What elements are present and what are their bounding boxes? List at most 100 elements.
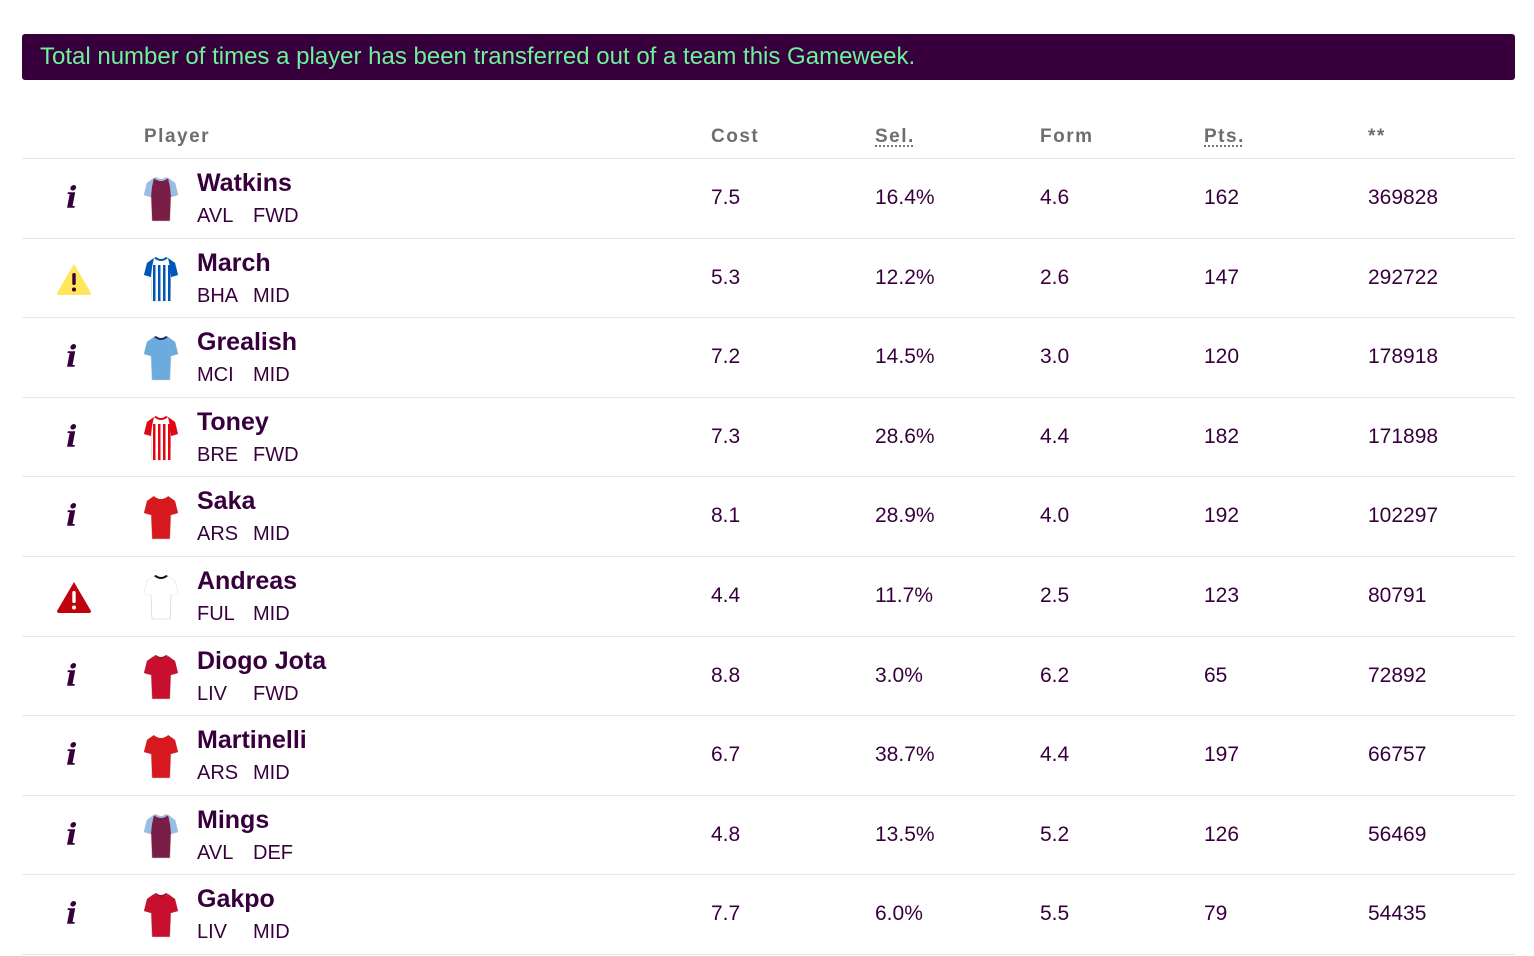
player-name[interactable]: Watkins [197,169,292,197]
player-team: BRE [197,443,239,466]
form-cell: 4.6 [1040,186,1070,209]
info-icon: i [66,181,78,216]
player-name[interactable]: Toney [197,407,269,436]
player-status-button[interactable]: i [56,818,92,854]
player-status-button[interactable]: i [56,420,92,456]
player-name[interactable]: Grealish [197,328,298,357]
team-shirt-icon [143,732,179,780]
cost-cell: 7.5 [711,186,741,209]
table-row[interactable]: March BHA MID 5.3 12.2% 2.6 147 292722 [22,239,1515,319]
form-cell: 5.5 [1040,902,1070,926]
player-position: MID [253,364,290,387]
cost-cell: 5.3 [711,265,741,289]
transfers-out-cell: 54435 [1368,902,1427,926]
info-banner: Total number of times a player has been … [22,34,1515,80]
transfers-out-cell: 72892 [1368,663,1427,687]
table-row[interactable]: i Gakpo LIV MID 7.7 6.0% 5.5 79 54435 [22,875,1515,955]
selected-cell: 11.7% [875,583,933,607]
player-team: LIV [197,921,228,944]
team-shirt-icon [143,414,179,462]
player-name[interactable]: Saka [197,487,256,516]
info-icon: i [66,499,78,535]
player-position: MID [253,602,290,625]
transfers-out-cell: 80791 [1368,583,1427,607]
form-cell: 4.0 [1040,504,1070,528]
player-status-button[interactable]: i [56,340,92,376]
player-status-button[interactable] [56,579,92,615]
player-status-button[interactable]: i [56,659,92,695]
player-team: AVL [197,205,234,227]
info-icon: i [66,817,78,853]
points-cell: 182 [1204,424,1240,448]
table-row[interactable]: i Diogo Jota LIV FWD 8.8 3.0% 6.2 65 728… [22,637,1515,717]
player-status-button[interactable] [56,261,92,297]
header-transfers[interactable]: ** [1368,126,1386,147]
table-row[interactable]: i Mings AVL DEF 4.8 13.5% 5.2 126 56469 [22,796,1515,876]
points-cell: 120 [1204,345,1240,369]
player-position: MID [253,284,290,307]
table-row[interactable]: i Martinelli ARS MID 6.7 38.7% 4.4 197 6… [22,716,1515,796]
player-team: MCI [197,364,234,387]
table-header: Player Cost Sel. Form Pts. ** [22,112,1515,159]
form-cell: 4.4 [1040,743,1070,767]
transfers-out-cell: 102297 [1368,504,1439,528]
cost-cell: 7.7 [711,902,741,926]
player-name[interactable]: Gakpo [197,885,275,914]
selected-cell: 14.5% [875,345,935,369]
player-status-button[interactable]: i [56,181,92,217]
player-name[interactable]: Andreas [197,566,298,595]
player-name[interactable]: Diogo Jota [197,646,327,675]
table-body: i Watkins AVL FWD 7.5 16.4% 4.6 162 3698… [22,159,1515,955]
table-row[interactable]: i Toney BRE FWD 7.3 28.6% 4.4 182 171898 [22,398,1515,478]
table-row[interactable]: i Saka ARS MID 8.1 28.9% 4.0 192 102297 [22,477,1515,557]
form-cell: 2.5 [1040,583,1070,607]
form-cell: 2.6 [1040,265,1070,289]
header-cost[interactable]: Cost [711,126,760,147]
cost-cell: 6.7 [711,743,741,767]
player-team: ARS [197,762,239,785]
points-cell: 123 [1204,583,1240,607]
team-shirt-icon [143,334,179,382]
points-cell: 79 [1204,902,1228,926]
selected-cell: 13.5% [875,822,935,846]
selected-cell: 38.7% [875,743,935,767]
transfers-out-cell: 292722 [1368,265,1439,289]
player-position: MID [253,921,290,944]
header-selected[interactable]: Sel. [875,126,915,147]
selected-cell: 3.0% [875,663,923,687]
cost-cell: 8.8 [711,663,741,687]
selected-cell: 16.4% [875,186,935,209]
points-cell: 197 [1204,743,1240,767]
player-position: MID [253,762,290,785]
player-name[interactable]: Martinelli [197,726,307,755]
info-icon: i [66,738,78,774]
header-form[interactable]: Form [1040,126,1094,147]
player-status-button[interactable]: i [56,897,92,933]
player-name[interactable]: Mings [197,805,270,834]
cost-cell: 7.2 [711,345,741,369]
form-cell: 4.4 [1040,424,1070,448]
info-icon: i [66,340,78,376]
info-icon: i [66,419,78,455]
transfers-table: Player Cost Sel. Form Pts. ** i Watkins … [22,112,1515,955]
team-shirt-icon [143,255,179,303]
transfers-out-cell: 369828 [1368,186,1439,209]
table-row[interactable]: i Watkins AVL FWD 7.5 16.4% 4.6 162 3698… [22,159,1515,239]
form-cell: 3.0 [1040,345,1070,369]
player-position: FWD [253,205,299,227]
table-row[interactable]: Andreas FUL MID 4.4 11.7% 2.5 123 80791 [22,557,1515,637]
form-cell: 6.2 [1040,663,1070,687]
warning-icon [57,263,91,295]
transfers-out-cell: 171898 [1368,424,1439,448]
table-row[interactable]: i Grealish MCI MID 7.2 14.5% 3.0 120 178… [22,318,1515,398]
player-status-button[interactable]: i [56,499,92,535]
player-name[interactable]: March [197,248,271,277]
player-status-button[interactable]: i [56,738,92,774]
selected-cell: 12.2% [875,265,935,289]
points-cell: 162 [1204,186,1240,209]
player-team: ARS [197,523,239,546]
player-team: FUL [197,602,235,625]
points-cell: 126 [1204,822,1240,846]
header-points[interactable]: Pts. [1204,126,1245,147]
cost-cell: 8.1 [711,504,741,528]
